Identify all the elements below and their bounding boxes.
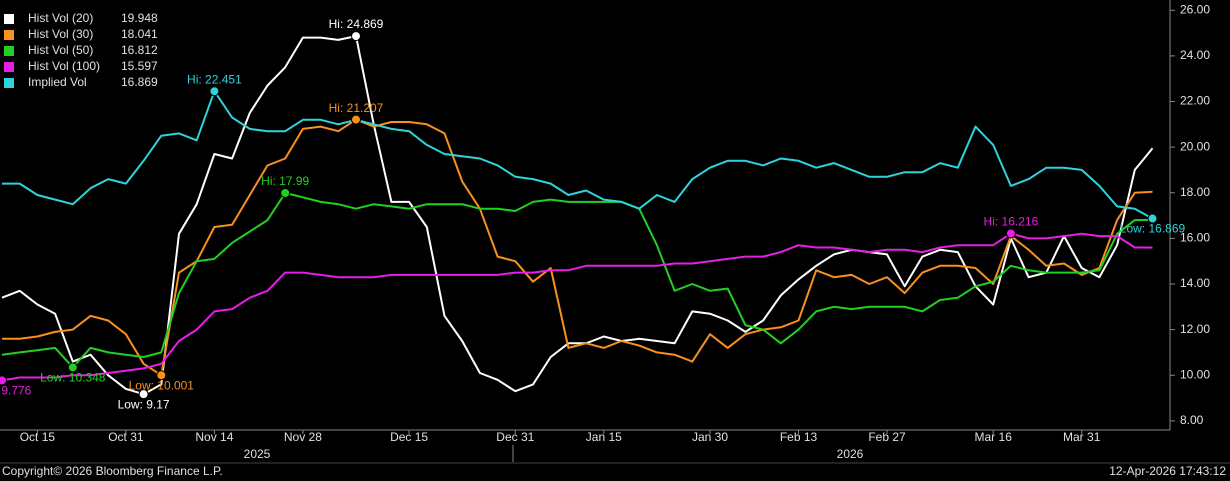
series-line: [1, 192, 1153, 369]
extreme-marker: [351, 31, 361, 42]
legend-value: 18.041: [121, 27, 158, 41]
legend-value: 19.948: [121, 11, 158, 25]
footer-right: 12-Apr-2026 17:43:12: [1109, 464, 1226, 478]
legend-name: Hist Vol (20): [28, 11, 93, 25]
legend-swatch: [4, 78, 14, 88]
legend-name: Hist Vol (100): [28, 59, 100, 73]
y-tick-label: 22.00: [1180, 94, 1210, 108]
series-line: [2, 118, 1153, 377]
x-tick-label: Dec 15: [390, 430, 428, 444]
legend-swatch: [4, 62, 14, 72]
y-tick-label: 10.00: [1180, 367, 1210, 381]
low-label: Low: 9.17: [118, 397, 170, 411]
year-label: 2026: [837, 447, 864, 461]
low-label: Low: 10.001: [129, 378, 195, 392]
year-label: 2025: [244, 447, 271, 461]
x-tick-label: Oct 31: [108, 430, 144, 444]
x-tick-label: Mar 16: [975, 430, 1013, 444]
high-label: Hi: 16.216: [984, 215, 1039, 229]
y-tick-label: 24.00: [1180, 48, 1210, 62]
x-tick-label: Jan 30: [692, 430, 728, 444]
extreme-marker: [138, 389, 149, 400]
x-tick-label: Dec 31: [496, 430, 534, 444]
extreme-marker: [156, 370, 167, 381]
legend-value: 16.812: [121, 43, 158, 57]
y-tick-label: 26.00: [1180, 2, 1210, 16]
extreme-marker: [209, 86, 220, 97]
x-tick-label: Feb 27: [868, 430, 906, 444]
series-line: [1, 232, 1153, 382]
legend-swatch: [4, 30, 14, 40]
y-tick-label: 14.00: [1180, 276, 1210, 290]
x-tick-label: Nov 28: [284, 430, 322, 444]
legend-value: 15.597: [121, 59, 158, 73]
x-tick-label: Feb 13: [780, 430, 818, 444]
x-tick-label: Oct 15: [20, 430, 56, 444]
y-tick-label: 18.00: [1180, 185, 1210, 199]
footer-left: Copyright© 2026 Bloomberg Finance L.P.: [2, 464, 223, 478]
legend-swatch: [4, 46, 14, 56]
x-tick-label: Jan 15: [586, 430, 622, 444]
extreme-marker: [0, 375, 7, 386]
x-tick-label: Nov 14: [195, 430, 233, 444]
y-tick-label: 12.00: [1180, 322, 1210, 336]
series-line: [1, 35, 1154, 396]
low-label: Low: 9.776: [0, 384, 32, 398]
high-label: Hi: 21.207: [329, 101, 384, 115]
extreme-marker: [280, 187, 291, 198]
legend-value: 16.869: [121, 75, 158, 89]
y-tick-label: 20.00: [1180, 139, 1210, 153]
y-tick-label: 8.00: [1180, 413, 1204, 427]
legend-swatch: [4, 14, 14, 24]
high-label: Hi: 17.99: [261, 174, 309, 188]
extreme-marker: [1005, 228, 1016, 239]
low-label: Low: 10.348: [40, 370, 106, 384]
high-label: Hi: 24.869: [329, 17, 384, 31]
legend-name: Implied Vol: [28, 75, 87, 89]
extreme-marker: [1147, 213, 1158, 224]
y-tick-label: 16.00: [1180, 231, 1210, 245]
x-tick-label: Mar 31: [1063, 430, 1101, 444]
legend-name: Hist Vol (50): [28, 43, 93, 57]
series-line: [2, 90, 1153, 220]
extreme-marker: [67, 362, 78, 373]
extreme-marker: [351, 114, 361, 125]
legend-name: Hist Vol (30): [28, 27, 93, 41]
high-label: Hi: 22.451: [187, 72, 242, 86]
low-label: Low: 16.869: [1120, 222, 1186, 236]
